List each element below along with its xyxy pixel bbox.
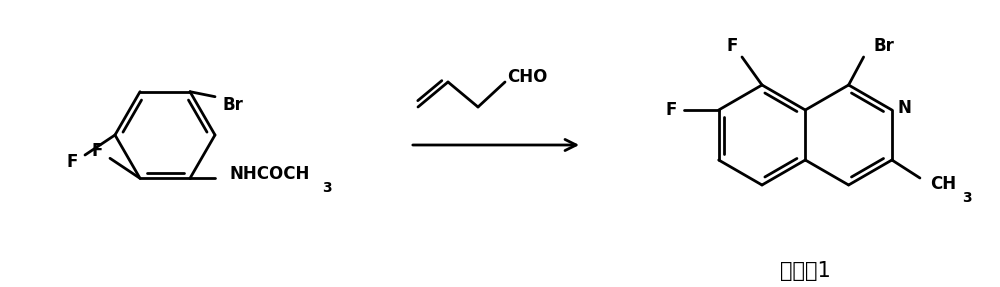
Text: F: F	[665, 101, 676, 119]
Text: F: F	[91, 142, 103, 160]
Text: CH: CH	[930, 175, 956, 193]
Text: F: F	[726, 37, 738, 55]
Text: CHO: CHO	[507, 68, 547, 86]
Text: 中间体1: 中间体1	[780, 261, 831, 281]
Text: N: N	[898, 99, 912, 117]
Text: NHCOCH: NHCOCH	[230, 165, 310, 183]
Text: F: F	[66, 153, 78, 171]
Text: 3: 3	[962, 191, 972, 205]
Text: 3: 3	[322, 181, 332, 195]
Text: Br: Br	[223, 96, 243, 114]
Text: Br: Br	[873, 37, 894, 55]
